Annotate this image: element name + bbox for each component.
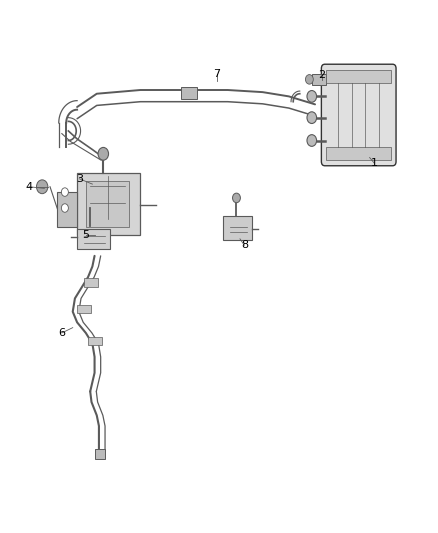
Text: 8: 8 [241,240,248,250]
Bar [86,181,130,227]
Circle shape [307,91,317,102]
Bar [95,449,105,459]
Circle shape [98,148,109,160]
Text: 3: 3 [76,174,83,184]
Bar [312,74,326,85]
Bar [77,229,110,249]
Text: 2: 2 [318,70,325,80]
FancyBboxPatch shape [321,64,396,166]
Bar [57,192,77,227]
Bar [326,147,391,160]
Circle shape [61,188,68,196]
Bar [84,278,98,287]
Bar [77,305,91,313]
Text: 6: 6 [58,328,65,338]
Bar [88,337,102,345]
Text: 7: 7 [213,69,220,79]
Text: 4: 4 [25,182,33,192]
Circle shape [36,180,48,193]
Bar [77,173,141,235]
Circle shape [61,204,68,212]
Circle shape [233,193,240,203]
Circle shape [307,135,317,147]
Bar [181,87,197,99]
Circle shape [307,112,317,124]
Bar [223,216,252,240]
Bar [326,70,391,83]
Text: 5: 5 [82,230,89,240]
Circle shape [305,75,313,84]
Text: 1: 1 [371,158,378,168]
